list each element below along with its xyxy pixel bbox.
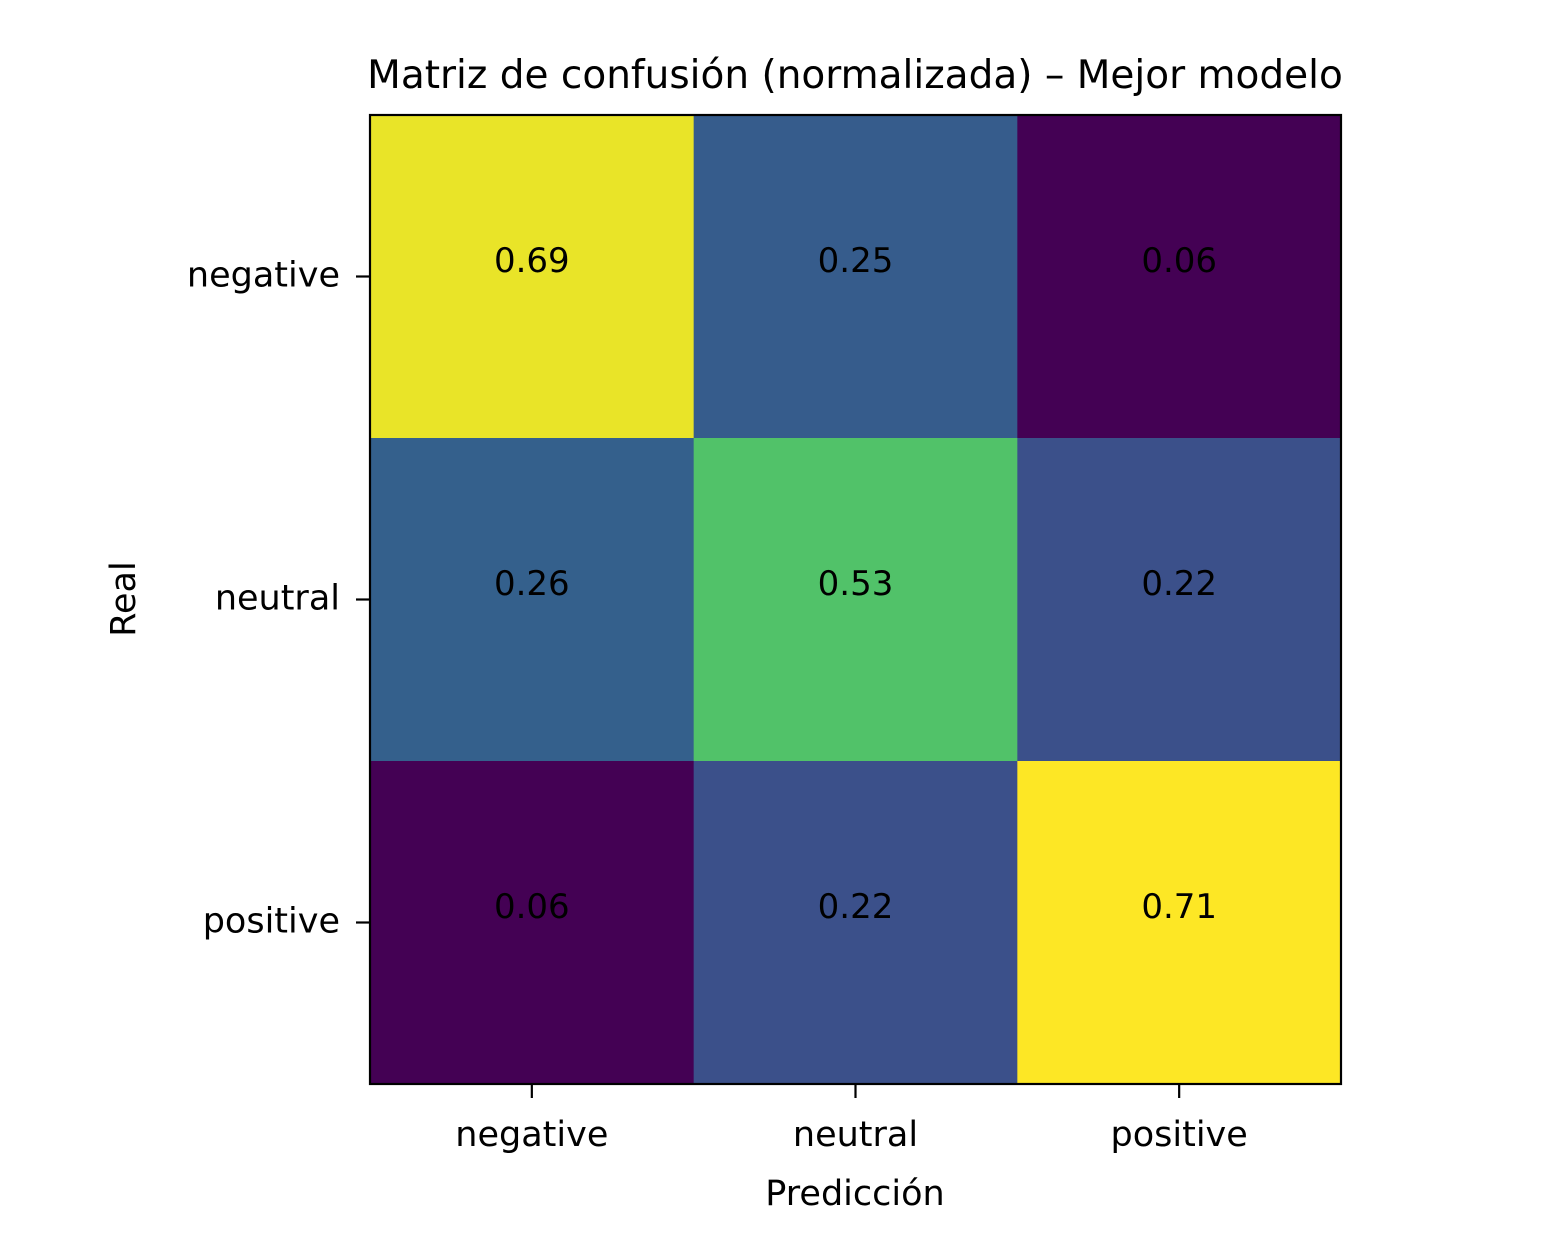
- cell-value-label: 0.53: [818, 564, 894, 604]
- y-axis-ticks: negative neutral positive: [187, 256, 370, 942]
- heatmap-cell-negative-positive: [1017, 115, 1342, 439]
- chart-title: Matriz de confusión (normalizada) – Mejo…: [367, 53, 1343, 98]
- heatmap-cell-neutral-positive: [1017, 438, 1342, 762]
- x-axis-label: Predicción: [765, 1174, 944, 1214]
- heatmap-cell-positive-positive: [1017, 761, 1342, 1085]
- y-tick-label-positive: positive: [203, 902, 340, 942]
- cell-value-label: 0.06: [1141, 241, 1217, 281]
- heatmap-cell-negative-neutral: [693, 115, 1018, 439]
- heatmap-cell-neutral-negative: [370, 438, 695, 762]
- cell-value-label: 0.25: [818, 241, 894, 281]
- x-tick-label-positive: positive: [1111, 1115, 1248, 1155]
- y-tick-label-negative: negative: [187, 256, 340, 296]
- x-axis-ticks: negative neutral positive: [455, 1084, 1248, 1155]
- cell-value-label: 0.26: [494, 564, 570, 604]
- cell-value-label: 0.71: [1141, 887, 1217, 927]
- y-tick-label-neutral: neutral: [215, 579, 340, 619]
- heatmap-cell-labels: 0.69 0.25 0.06 0.26 0.53 0.22 0.06 0.22 0.71: [494, 241, 1217, 927]
- y-axis-label: Real: [104, 561, 144, 636]
- heatmap-cell-negative-negative: [370, 115, 695, 439]
- heatmap-cells: [370, 115, 1342, 1085]
- cell-value-label: 0.22: [818, 887, 894, 927]
- heatmap-cell-positive-neutral: [693, 761, 1018, 1085]
- cell-value-label: 0.06: [494, 887, 570, 927]
- x-tick-label-negative: negative: [455, 1115, 608, 1155]
- x-tick-label-neutral: neutral: [793, 1115, 918, 1155]
- heatmap-cell-positive-negative: [370, 761, 695, 1085]
- heatmap-cell-neutral-neutral: [693, 438, 1018, 762]
- cell-value-label: 0.22: [1141, 564, 1217, 604]
- cell-value-label: 0.69: [494, 241, 570, 281]
